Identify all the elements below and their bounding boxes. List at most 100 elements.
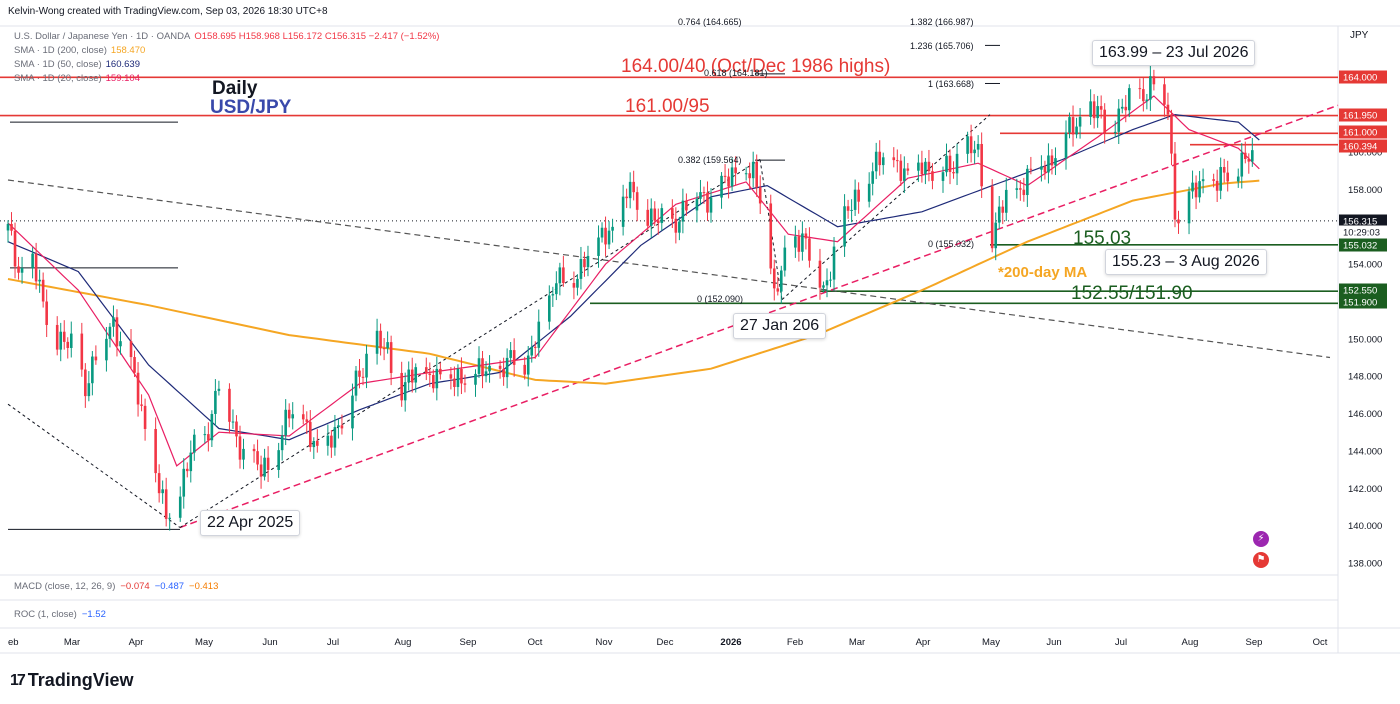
lightning-icon[interactable]: ⚡ bbox=[1253, 531, 1269, 547]
sma200-line bbox=[7, 179, 1260, 385]
candle-body bbox=[87, 383, 91, 397]
candle-body bbox=[748, 173, 751, 179]
candle-body bbox=[1026, 168, 1029, 196]
candle-body bbox=[586, 255, 590, 268]
price-tag-label: 156.315 bbox=[1343, 217, 1377, 228]
price-tag-bg bbox=[1339, 225, 1387, 239]
symbol-name: U.S. Dollar / Japanese Yen · 1D · OANDA bbox=[14, 31, 191, 42]
reference-lines bbox=[0, 44, 1339, 530]
currency-label[interactable]: JPY bbox=[1350, 30, 1369, 41]
candle-body bbox=[804, 233, 808, 239]
flag-icon[interactable]: ⚑ bbox=[1253, 552, 1269, 568]
candle-body bbox=[382, 348, 386, 350]
candle-body bbox=[1078, 116, 1082, 127]
x-tick-label: Mar bbox=[64, 637, 80, 648]
candle-body bbox=[892, 157, 896, 161]
level-161-annotation: 161.00/95 bbox=[625, 96, 710, 117]
apr-callout: 22 Apr 2025 bbox=[200, 510, 301, 536]
candle-body bbox=[635, 192, 639, 210]
x-tick-label: May bbox=[982, 637, 1000, 648]
jan-callout: 27 Jan 206 bbox=[733, 313, 827, 339]
candle-body bbox=[843, 206, 846, 247]
candle-body bbox=[428, 373, 432, 375]
candle-body bbox=[330, 435, 333, 448]
x-tick-label: Sep bbox=[1246, 637, 1263, 648]
candle-body bbox=[597, 237, 600, 256]
candle-body bbox=[259, 464, 263, 477]
level-152-annotation: 152.55/151.90 bbox=[1071, 283, 1193, 304]
candle-body bbox=[1149, 76, 1152, 100]
candle-body bbox=[924, 161, 927, 175]
candle-body bbox=[685, 200, 688, 211]
candle-body bbox=[80, 333, 84, 370]
candle-body bbox=[1243, 152, 1247, 159]
candle-body bbox=[1047, 155, 1050, 173]
candle-body bbox=[502, 368, 505, 378]
candle-body bbox=[850, 209, 853, 211]
price-tag-bg bbox=[1339, 108, 1387, 122]
candle-body bbox=[1054, 158, 1057, 166]
sma20-label: SMA · 1D (20, close) bbox=[14, 73, 102, 84]
candle-body bbox=[1068, 117, 1071, 133]
candle-body bbox=[178, 496, 182, 518]
candle-body bbox=[853, 189, 857, 210]
candle-body bbox=[1219, 167, 1222, 191]
candle-body bbox=[1194, 182, 1198, 198]
candle-body bbox=[576, 278, 579, 288]
candle-body bbox=[871, 171, 874, 184]
candle-body bbox=[1089, 101, 1092, 117]
high-callout: 163.99 – 23 Jul 2026 bbox=[1092, 40, 1256, 66]
candle-body bbox=[400, 372, 403, 401]
sma20-legend: SMA · 1D (20, close) 159.104 bbox=[14, 73, 140, 84]
candle-body bbox=[1040, 166, 1043, 170]
candle-body bbox=[727, 176, 730, 187]
candle-body bbox=[797, 236, 801, 252]
price-tag-label: 10:29:03 bbox=[1343, 228, 1380, 239]
candle-body bbox=[1019, 188, 1022, 190]
candle-body bbox=[678, 221, 681, 233]
y-tick-label: 148.000 bbox=[1348, 372, 1382, 383]
candle-body bbox=[551, 294, 555, 296]
candle-body bbox=[1127, 88, 1131, 111]
candle-body bbox=[140, 404, 143, 406]
candle-body bbox=[189, 452, 193, 472]
candle-body bbox=[291, 414, 295, 419]
candle-body bbox=[681, 200, 685, 222]
candle-body bbox=[1092, 101, 1096, 119]
y-tick-label: 160.000 bbox=[1348, 148, 1382, 159]
candle-body bbox=[84, 369, 87, 397]
y-tick-label: 158.000 bbox=[1348, 185, 1382, 196]
candle-body bbox=[895, 160, 899, 162]
candle-body bbox=[801, 233, 804, 252]
candle-body bbox=[1215, 180, 1219, 191]
candle-body bbox=[990, 186, 994, 249]
candle-body bbox=[607, 230, 611, 245]
candle-body bbox=[780, 270, 783, 292]
time-axis: eb Mar Apr May Jun Jul Aug Sep Oct Nov Dec 2026 Feb M… bbox=[8, 637, 1328, 648]
candle-body bbox=[308, 421, 312, 448]
price-axis: 138.000 140.000 142.000 144.000 146.000 148.0… bbox=[1348, 148, 1382, 570]
candle-body bbox=[228, 388, 231, 422]
candle-body bbox=[280, 435, 284, 451]
candle-body bbox=[185, 468, 189, 472]
candle-body bbox=[1240, 152, 1244, 177]
tradingview-logo[interactable]: 17 TradingView bbox=[10, 670, 134, 691]
candle-body bbox=[604, 227, 607, 245]
price-tag-bg bbox=[1339, 214, 1387, 228]
candle-body bbox=[10, 223, 13, 231]
candle-body bbox=[168, 517, 171, 519]
sma20-line bbox=[7, 95, 1260, 467]
candle-body bbox=[723, 175, 727, 177]
candle-body bbox=[783, 247, 787, 271]
candle-body bbox=[182, 468, 186, 497]
candle-body bbox=[164, 489, 168, 519]
candle-body bbox=[730, 167, 734, 187]
candle-body bbox=[358, 370, 361, 377]
candle-body bbox=[94, 356, 98, 361]
y-tick-label: 142.000 bbox=[1348, 484, 1382, 495]
candle-body bbox=[6, 223, 10, 231]
sma200-legend: SMA · 1D (200, close) 158.470 bbox=[14, 45, 145, 56]
candle-body bbox=[931, 171, 934, 181]
candle-body bbox=[474, 373, 477, 385]
